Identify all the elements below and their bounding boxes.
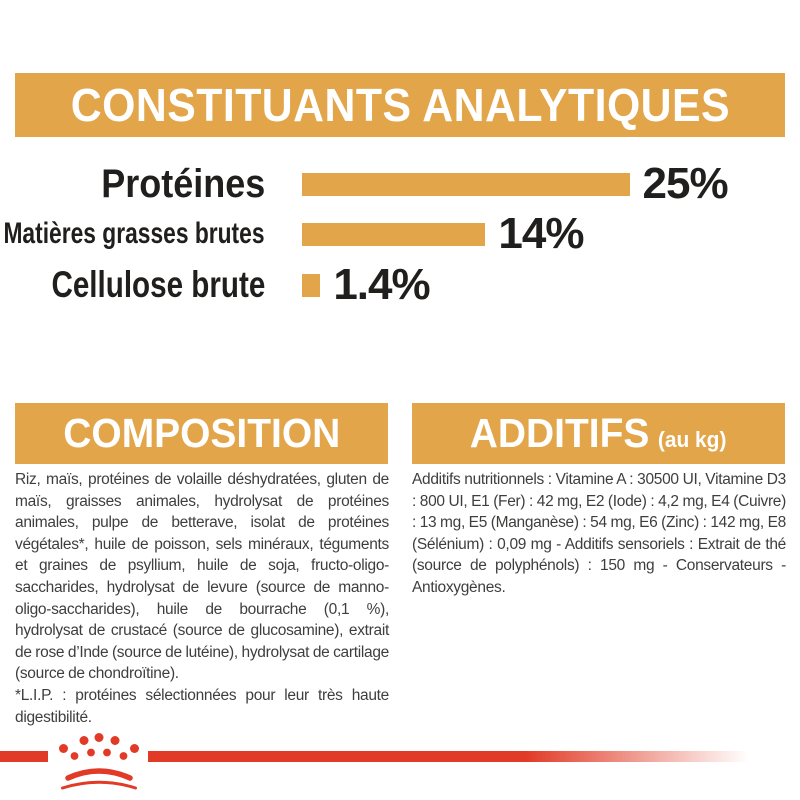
additives-body: Additifs nutritionnels : Vitamine A : 30… bbox=[412, 469, 786, 599]
chart-row-label: Cellulose brute bbox=[51, 264, 265, 305]
chart-row: Protéines 25% bbox=[0, 159, 800, 208]
brand-stripe-right bbox=[148, 751, 755, 762]
composition-header: COMPOSITION bbox=[15, 403, 388, 464]
additives-text: Additifs nutritionnels : Vitamine A : 30… bbox=[412, 471, 786, 596]
chart-row-label: Matières grasses brutes bbox=[3, 217, 265, 250]
additives-title: ADDITIFS bbox=[470, 410, 650, 456]
additives-header: ADDITIFS (au kg) bbox=[412, 403, 785, 464]
chart-bar bbox=[302, 273, 321, 297]
chart-value-label: 14% bbox=[498, 209, 584, 258]
chart-value-label: 25% bbox=[642, 159, 729, 208]
chart-row: Cellulose brute 1.4% bbox=[0, 260, 800, 310]
chart-row-label: Protéines bbox=[100, 161, 265, 206]
composition-text: Riz, maïs, protéines de volaille déshydr… bbox=[15, 471, 389, 683]
chart-row: Matières grasses brutes 14% bbox=[0, 208, 800, 260]
brand-stripe-left bbox=[0, 751, 48, 762]
analytical-title: CONSTITUANTS ANALYTIQUES bbox=[70, 79, 730, 131]
constituents-bar-chart: Protéines 25% Matières grasses brutes 14… bbox=[0, 159, 800, 310]
royal-canin-crown-icon bbox=[59, 733, 139, 790]
chart-bar bbox=[302, 222, 486, 246]
composition-body: Riz, maïs, protéines de volaille déshydr… bbox=[15, 469, 389, 728]
chart-bar bbox=[302, 172, 630, 196]
composition-footnote: *L.I.P. : protéines sélectionnées pour l… bbox=[15, 686, 389, 726]
chart-value-label: 1.4% bbox=[333, 260, 430, 309]
analytical-header: CONSTITUANTS ANALYTIQUES bbox=[15, 73, 785, 137]
composition-title: COMPOSITION bbox=[62, 410, 340, 456]
additives-title-suffix: (au kg) bbox=[658, 427, 727, 452]
